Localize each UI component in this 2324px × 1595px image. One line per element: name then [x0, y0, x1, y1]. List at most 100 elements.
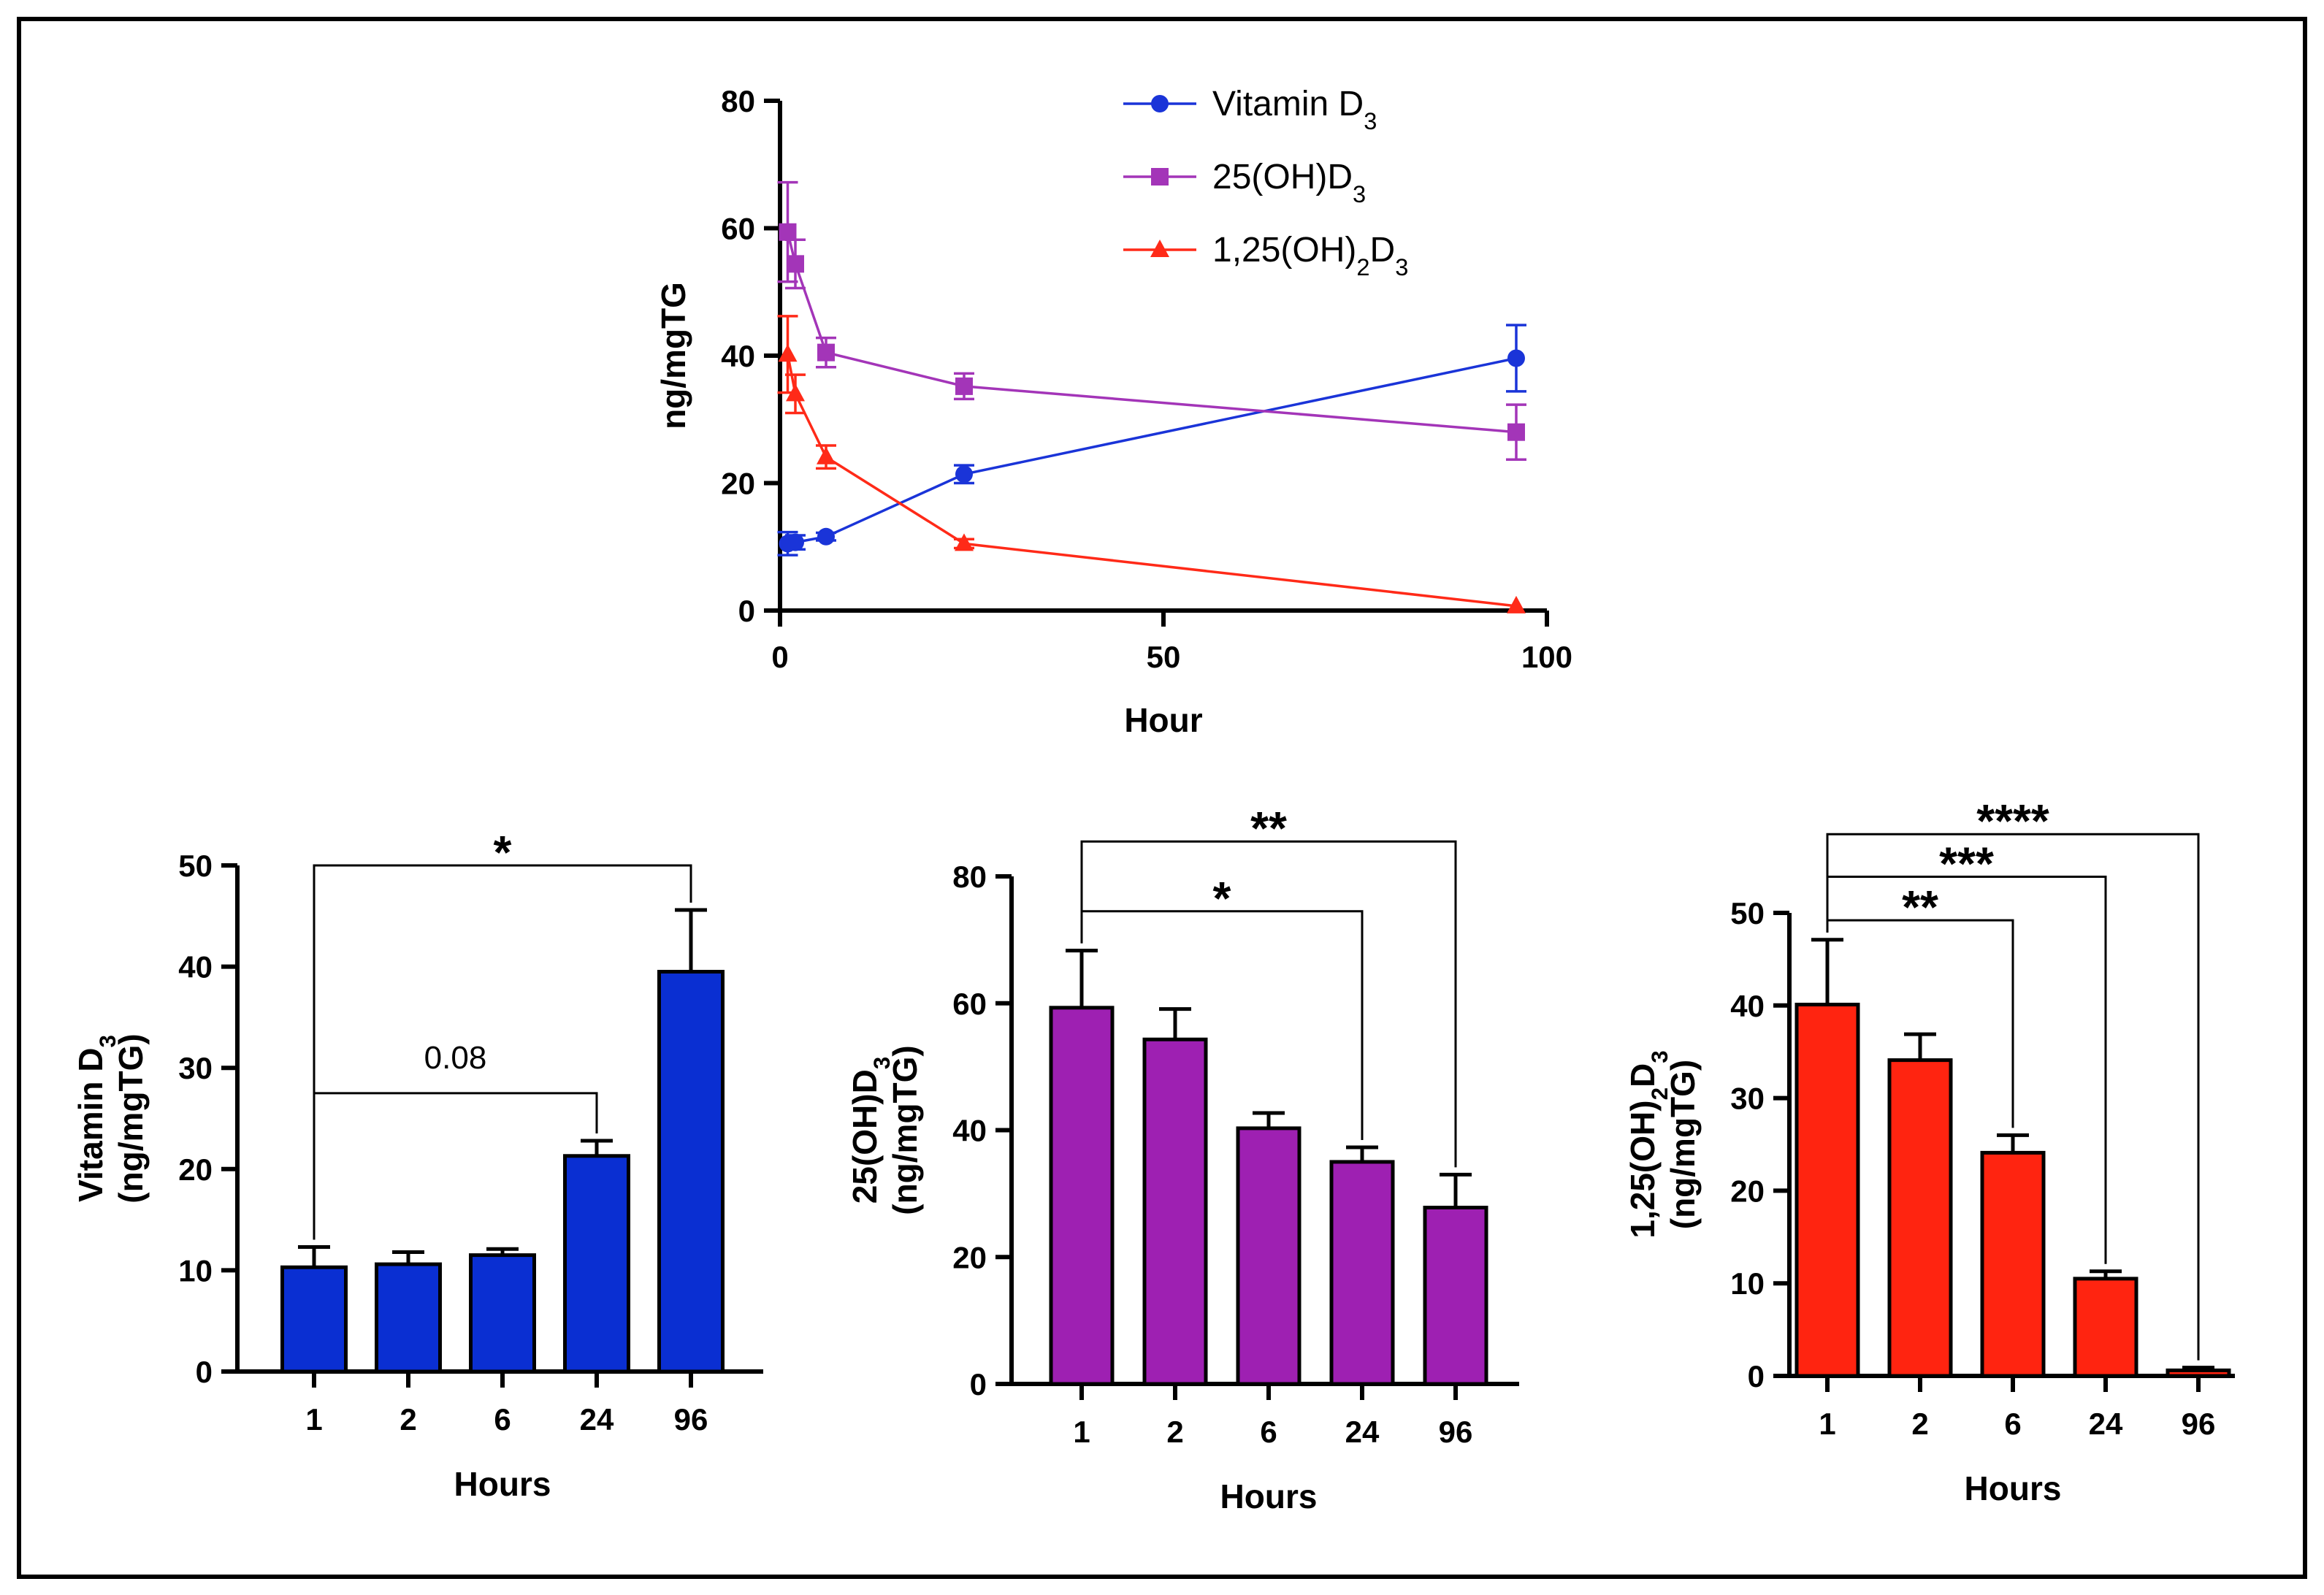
- y-tick-label: 20: [1730, 1174, 1765, 1208]
- x-axis-title: Hours: [1220, 1477, 1318, 1515]
- y-axis-title-main: Vitamin D: [72, 1048, 110, 1202]
- significance-label: *: [494, 826, 512, 879]
- significance-bracket: 0.08: [313, 1040, 598, 1240]
- significance-bracket: **: [1080, 802, 1457, 1168]
- data-point: [817, 343, 835, 362]
- legend-label-main: 25(OH)D: [1212, 158, 1353, 196]
- y-tick-label: 10: [178, 1253, 213, 1288]
- y-axis-title-sub: 3: [1647, 1050, 1673, 1063]
- bar: [1980, 1150, 2046, 1378]
- data-point: [778, 344, 798, 362]
- bar: [1887, 1058, 1953, 1378]
- x-axis-title: Hours: [454, 1465, 551, 1503]
- legend-entry: 1,25(OH)2D3: [1123, 231, 1408, 280]
- p-value-label: 0.08: [424, 1040, 487, 1076]
- y-tick-label: 40: [1730, 989, 1765, 1023]
- data-point: [779, 223, 797, 241]
- x-tick-label: 100: [1521, 640, 1572, 674]
- significance-label: *: [1213, 872, 1231, 925]
- y-axis-title-sub: 2: [1647, 1087, 1673, 1100]
- significance-label: ****: [1976, 795, 2049, 847]
- bar: [1236, 1126, 1301, 1386]
- bracket-line: [1826, 919, 2014, 1128]
- y-tick-label: 80: [952, 860, 987, 894]
- y-axis-title: Vitamin D3: [72, 1035, 121, 1202]
- legend-entry: 25(OH)D3: [1123, 158, 1366, 207]
- significance-bracket: *: [313, 826, 692, 1240]
- y-axis-unit: (ng/mgTG): [886, 1045, 924, 1215]
- data-point: [817, 527, 835, 546]
- y-axis-unit: (ng/mgTG): [112, 1033, 150, 1204]
- y-axis-title: 1,25(OH)2D3: [1624, 1050, 1673, 1238]
- y-tick-label: 40: [721, 339, 755, 373]
- bracket-line: [1080, 910, 1364, 1140]
- bar: [1329, 1160, 1395, 1386]
- significance-label: ***: [1939, 838, 1994, 890]
- x-tick-label: 96: [1439, 1415, 1473, 1449]
- x-axis-title: Hour: [1124, 701, 1202, 739]
- significance-bracket: **: [1826, 881, 2014, 1128]
- data-point: [787, 533, 804, 551]
- legend-label-sub: 3: [1364, 107, 1377, 134]
- data-point: [1507, 349, 1525, 367]
- series-0: [777, 324, 1526, 556]
- significance-label: **: [1250, 802, 1287, 854]
- legend-label-main: 1,25(OH): [1212, 231, 1356, 269]
- x-tick-label: 1: [1819, 1407, 1835, 1441]
- y-axis-title: 25(OH)D3: [846, 1057, 895, 1204]
- x-tick-label: 1: [1073, 1415, 1090, 1449]
- x-tick-label: 96: [674, 1402, 708, 1437]
- y-tick-label: 60: [952, 987, 987, 1021]
- legend-entry: Vitamin D3: [1123, 85, 1377, 134]
- y-tick-label: 20: [721, 467, 755, 501]
- legend-label: 25(OH)D3: [1212, 158, 1366, 207]
- data-point: [955, 465, 973, 483]
- significance-bracket: *: [1080, 872, 1364, 1140]
- x-tick-label: 6: [1260, 1415, 1277, 1449]
- x-tick-label: 96: [2182, 1407, 2216, 1441]
- y-tick-label: 40: [952, 1114, 987, 1148]
- data-point: [786, 383, 805, 402]
- x-tick-label: 24: [2089, 1407, 2123, 1441]
- bar: [469, 1253, 536, 1374]
- bar: [280, 1265, 348, 1374]
- y-tick-label: 30: [1730, 1082, 1765, 1116]
- data-point: [955, 533, 974, 551]
- bar: [375, 1262, 442, 1374]
- x-tick-label: 50: [1147, 640, 1181, 674]
- legend-marker: [1150, 240, 1169, 257]
- legend-label-main: D: [1370, 231, 1396, 269]
- x-axis-title: Hours: [1965, 1469, 2062, 1507]
- bar: [1794, 1003, 1860, 1378]
- y-axis-title-main: D: [1624, 1063, 1662, 1087]
- y-tick-label: 50: [1730, 896, 1765, 930]
- legend-label-sub: 3: [1353, 180, 1366, 207]
- bracket-line: [313, 1092, 598, 1240]
- y-tick-label: 40: [178, 950, 213, 984]
- x-tick-label: 2: [1166, 1415, 1183, 1449]
- series-2: [777, 315, 1526, 613]
- x-tick-label: 2: [1911, 1407, 1928, 1441]
- bar: [657, 970, 725, 1374]
- data-point: [1507, 595, 1526, 613]
- y-tick-label: 80: [721, 84, 755, 118]
- y-tick-label: 0: [1748, 1359, 1765, 1393]
- y-axis-unit: (ng/mgTG): [1664, 1060, 1702, 1230]
- significance-bracket: ***: [1826, 838, 2107, 1264]
- y-tick-label: 10: [1730, 1266, 1765, 1301]
- x-tick-label: 2: [400, 1402, 416, 1437]
- y-axis-title: ng/mgTG: [654, 282, 692, 429]
- y-tick-label: 0: [970, 1367, 987, 1401]
- y-tick-label: 20: [952, 1240, 987, 1274]
- y-tick-label: 50: [178, 849, 213, 883]
- y-tick-label: 60: [721, 212, 755, 246]
- bar: [2166, 1368, 2231, 1378]
- legend-label-sub: 3: [1395, 253, 1408, 280]
- x-tick-label: 6: [494, 1402, 511, 1437]
- x-tick-label: 24: [1345, 1415, 1380, 1449]
- significance-label: **: [1902, 881, 1938, 933]
- series-1: [777, 180, 1526, 461]
